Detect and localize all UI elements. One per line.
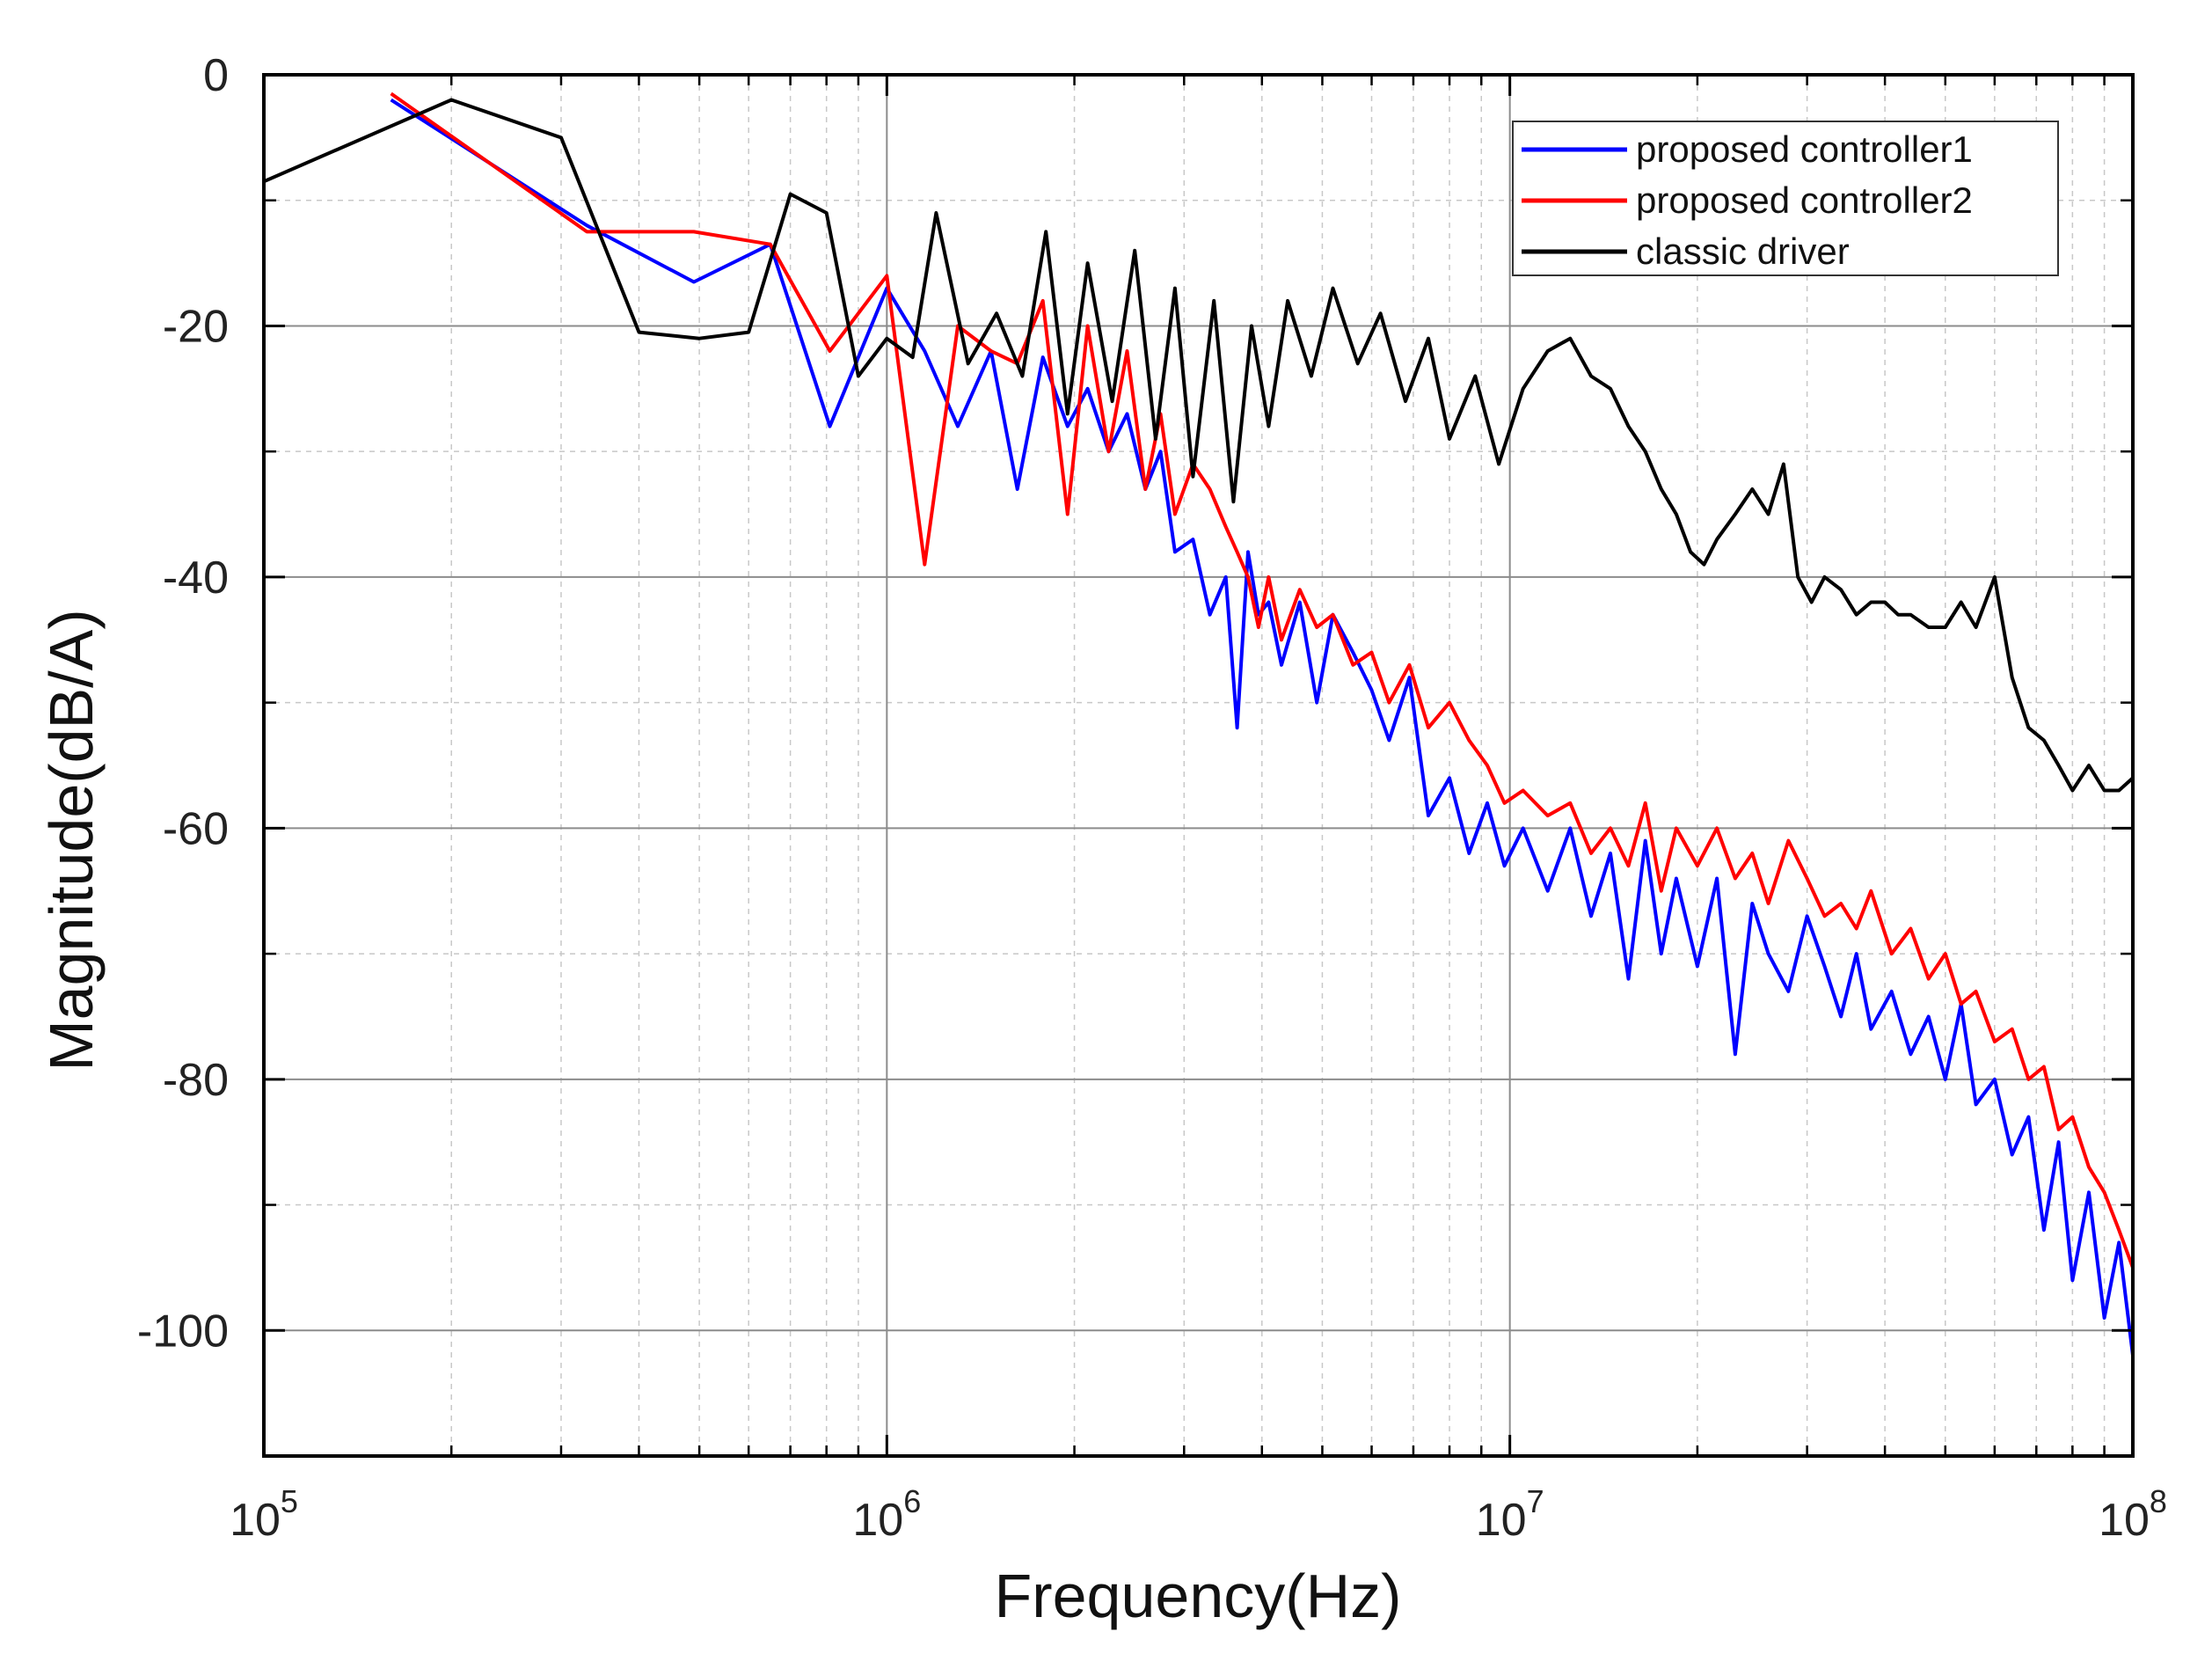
legend-label-controller1: proposed controller1 [1636, 128, 1973, 170]
ticks [262, 73, 2135, 1458]
x-tick-base: 10 [230, 1495, 281, 1546]
series-line-proposed-controller2 [390, 91, 2133, 1269]
y-tick-label: -40 [163, 552, 229, 604]
grid [263, 74, 2134, 1457]
y-tick-label: 0 [203, 50, 229, 101]
y-axis-title: Magnitude(dB/A) [37, 609, 106, 1071]
x-tick-exponent: 5 [281, 1483, 298, 1519]
x-tick-exponent: 7 [1527, 1483, 1544, 1519]
x-axis-title: Frequency(Hz) [995, 1562, 1402, 1630]
x-tick-base: 10 [2099, 1495, 2150, 1546]
y-tick-label: -80 [163, 1055, 229, 1106]
legend-label-controller2: proposed controller2 [1636, 179, 1973, 221]
series-layer [264, 91, 2133, 1357]
x-tick-base: 10 [1476, 1495, 1527, 1546]
series-line-proposed-controller1 [390, 98, 2133, 1357]
x-tick-base: 10 [852, 1495, 903, 1546]
legend-label-classic-driver: classic driver [1636, 230, 1850, 272]
x-tick-exponent: 6 [903, 1483, 921, 1519]
y-tick-label: -20 [163, 301, 229, 352]
x-tick-label: 108 [2099, 1483, 2167, 1546]
y-tick-label: -60 [163, 803, 229, 854]
x-tick-label: 107 [1476, 1483, 1544, 1546]
x-tick-label: 106 [852, 1483, 921, 1546]
plot-frame [262, 73, 2135, 1458]
series-line-classic-driver [264, 98, 2133, 793]
legend: proposed controller1 proposed controller… [1512, 121, 2059, 276]
x-tick-exponent: 8 [2150, 1483, 2167, 1519]
x-tick-label: 105 [230, 1483, 298, 1546]
y-tick-label: -100 [137, 1306, 229, 1357]
